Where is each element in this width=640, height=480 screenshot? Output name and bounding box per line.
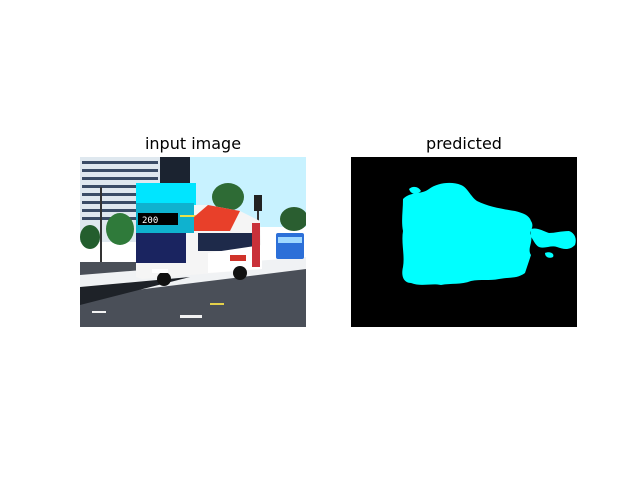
lamp-post [100,187,102,267]
traffic-sign [254,195,262,211]
tree-far-left [80,225,100,249]
input-image: 200 [80,157,306,327]
bus-side-logo [230,255,246,261]
road-marking [180,315,202,318]
bus-lower-windows [198,233,256,251]
distant-bus-mask [531,228,576,249]
mask-canvas [351,157,577,327]
bus-mask-region [402,182,533,285]
bus-orange-stripe [194,205,240,231]
input-image-title: input image [144,134,242,153]
input-photo: 200 [80,157,306,327]
mask-fragment [545,252,554,258]
predicted-mask [351,157,577,327]
bus-destination-display [138,213,178,225]
tree-far-right [280,207,306,231]
bus-number-plate [152,269,168,273]
bus-wheel-front [157,272,171,286]
predicted-title: predicted [426,134,502,153]
bus-mask-patch [409,186,421,194]
bus-rear [252,223,260,267]
bus-display-text [180,215,196,217]
road-marking-yellow [210,303,224,305]
road-marking [92,311,106,313]
bus-wheel-rear [233,266,247,280]
tree-left [106,213,134,245]
tree-right [212,183,244,211]
bus-route-number: 200 [142,216,158,226]
distant-bus [276,233,304,259]
bus-lower-front [136,233,186,263]
distant-bus-window [278,237,302,243]
bus-upper-front [136,183,196,205]
